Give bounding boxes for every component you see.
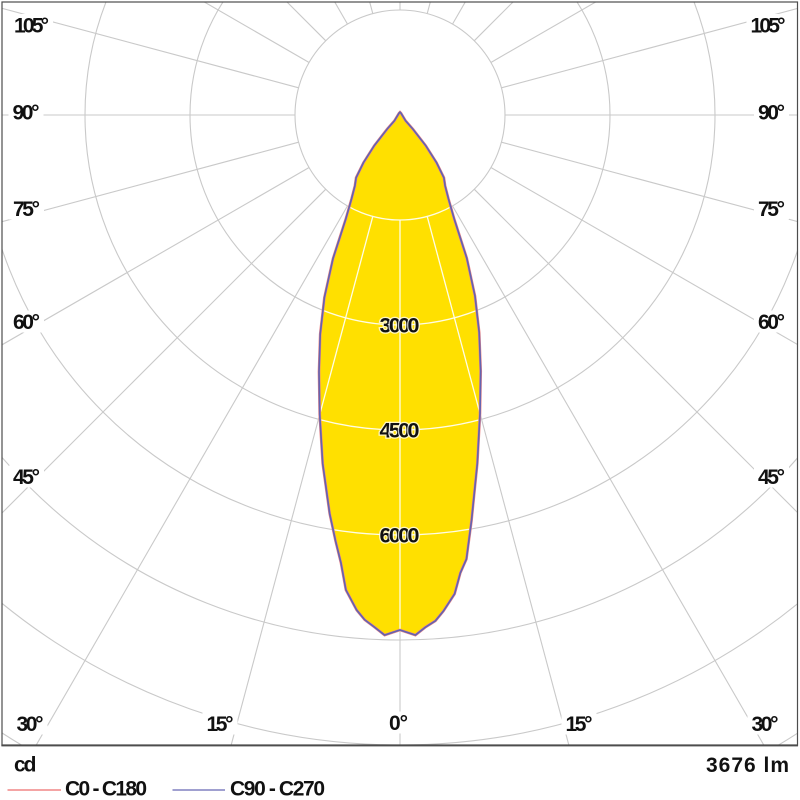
svg-text:105°: 105° <box>14 15 49 38</box>
svg-text:3000: 3000 <box>380 314 420 338</box>
svg-text:cd: cd <box>14 754 37 777</box>
svg-text:4500: 4500 <box>380 419 420 443</box>
svg-text:45°: 45° <box>758 466 785 489</box>
svg-text:75°: 75° <box>758 198 785 221</box>
svg-text:90°: 90° <box>13 102 40 125</box>
svg-text:30°: 30° <box>17 713 44 736</box>
svg-text:6000: 6000 <box>380 524 420 548</box>
svg-text:75°: 75° <box>13 198 40 221</box>
svg-text:0°: 0° <box>389 712 408 735</box>
svg-text:90°: 90° <box>758 102 785 125</box>
svg-text:15°: 15° <box>566 713 593 736</box>
svg-text:60°: 60° <box>13 311 40 334</box>
svg-text:C90 - C270: C90 - C270 <box>230 778 325 800</box>
svg-text:105°: 105° <box>751 15 786 38</box>
svg-text:15°: 15° <box>207 713 234 736</box>
svg-text:45°: 45° <box>13 466 40 489</box>
svg-text:60°: 60° <box>758 311 785 334</box>
svg-text:C0 - C180: C0 - C180 <box>65 778 147 800</box>
svg-text:3676 lm: 3676 lm <box>706 754 789 777</box>
svg-text:30°: 30° <box>752 713 779 736</box>
